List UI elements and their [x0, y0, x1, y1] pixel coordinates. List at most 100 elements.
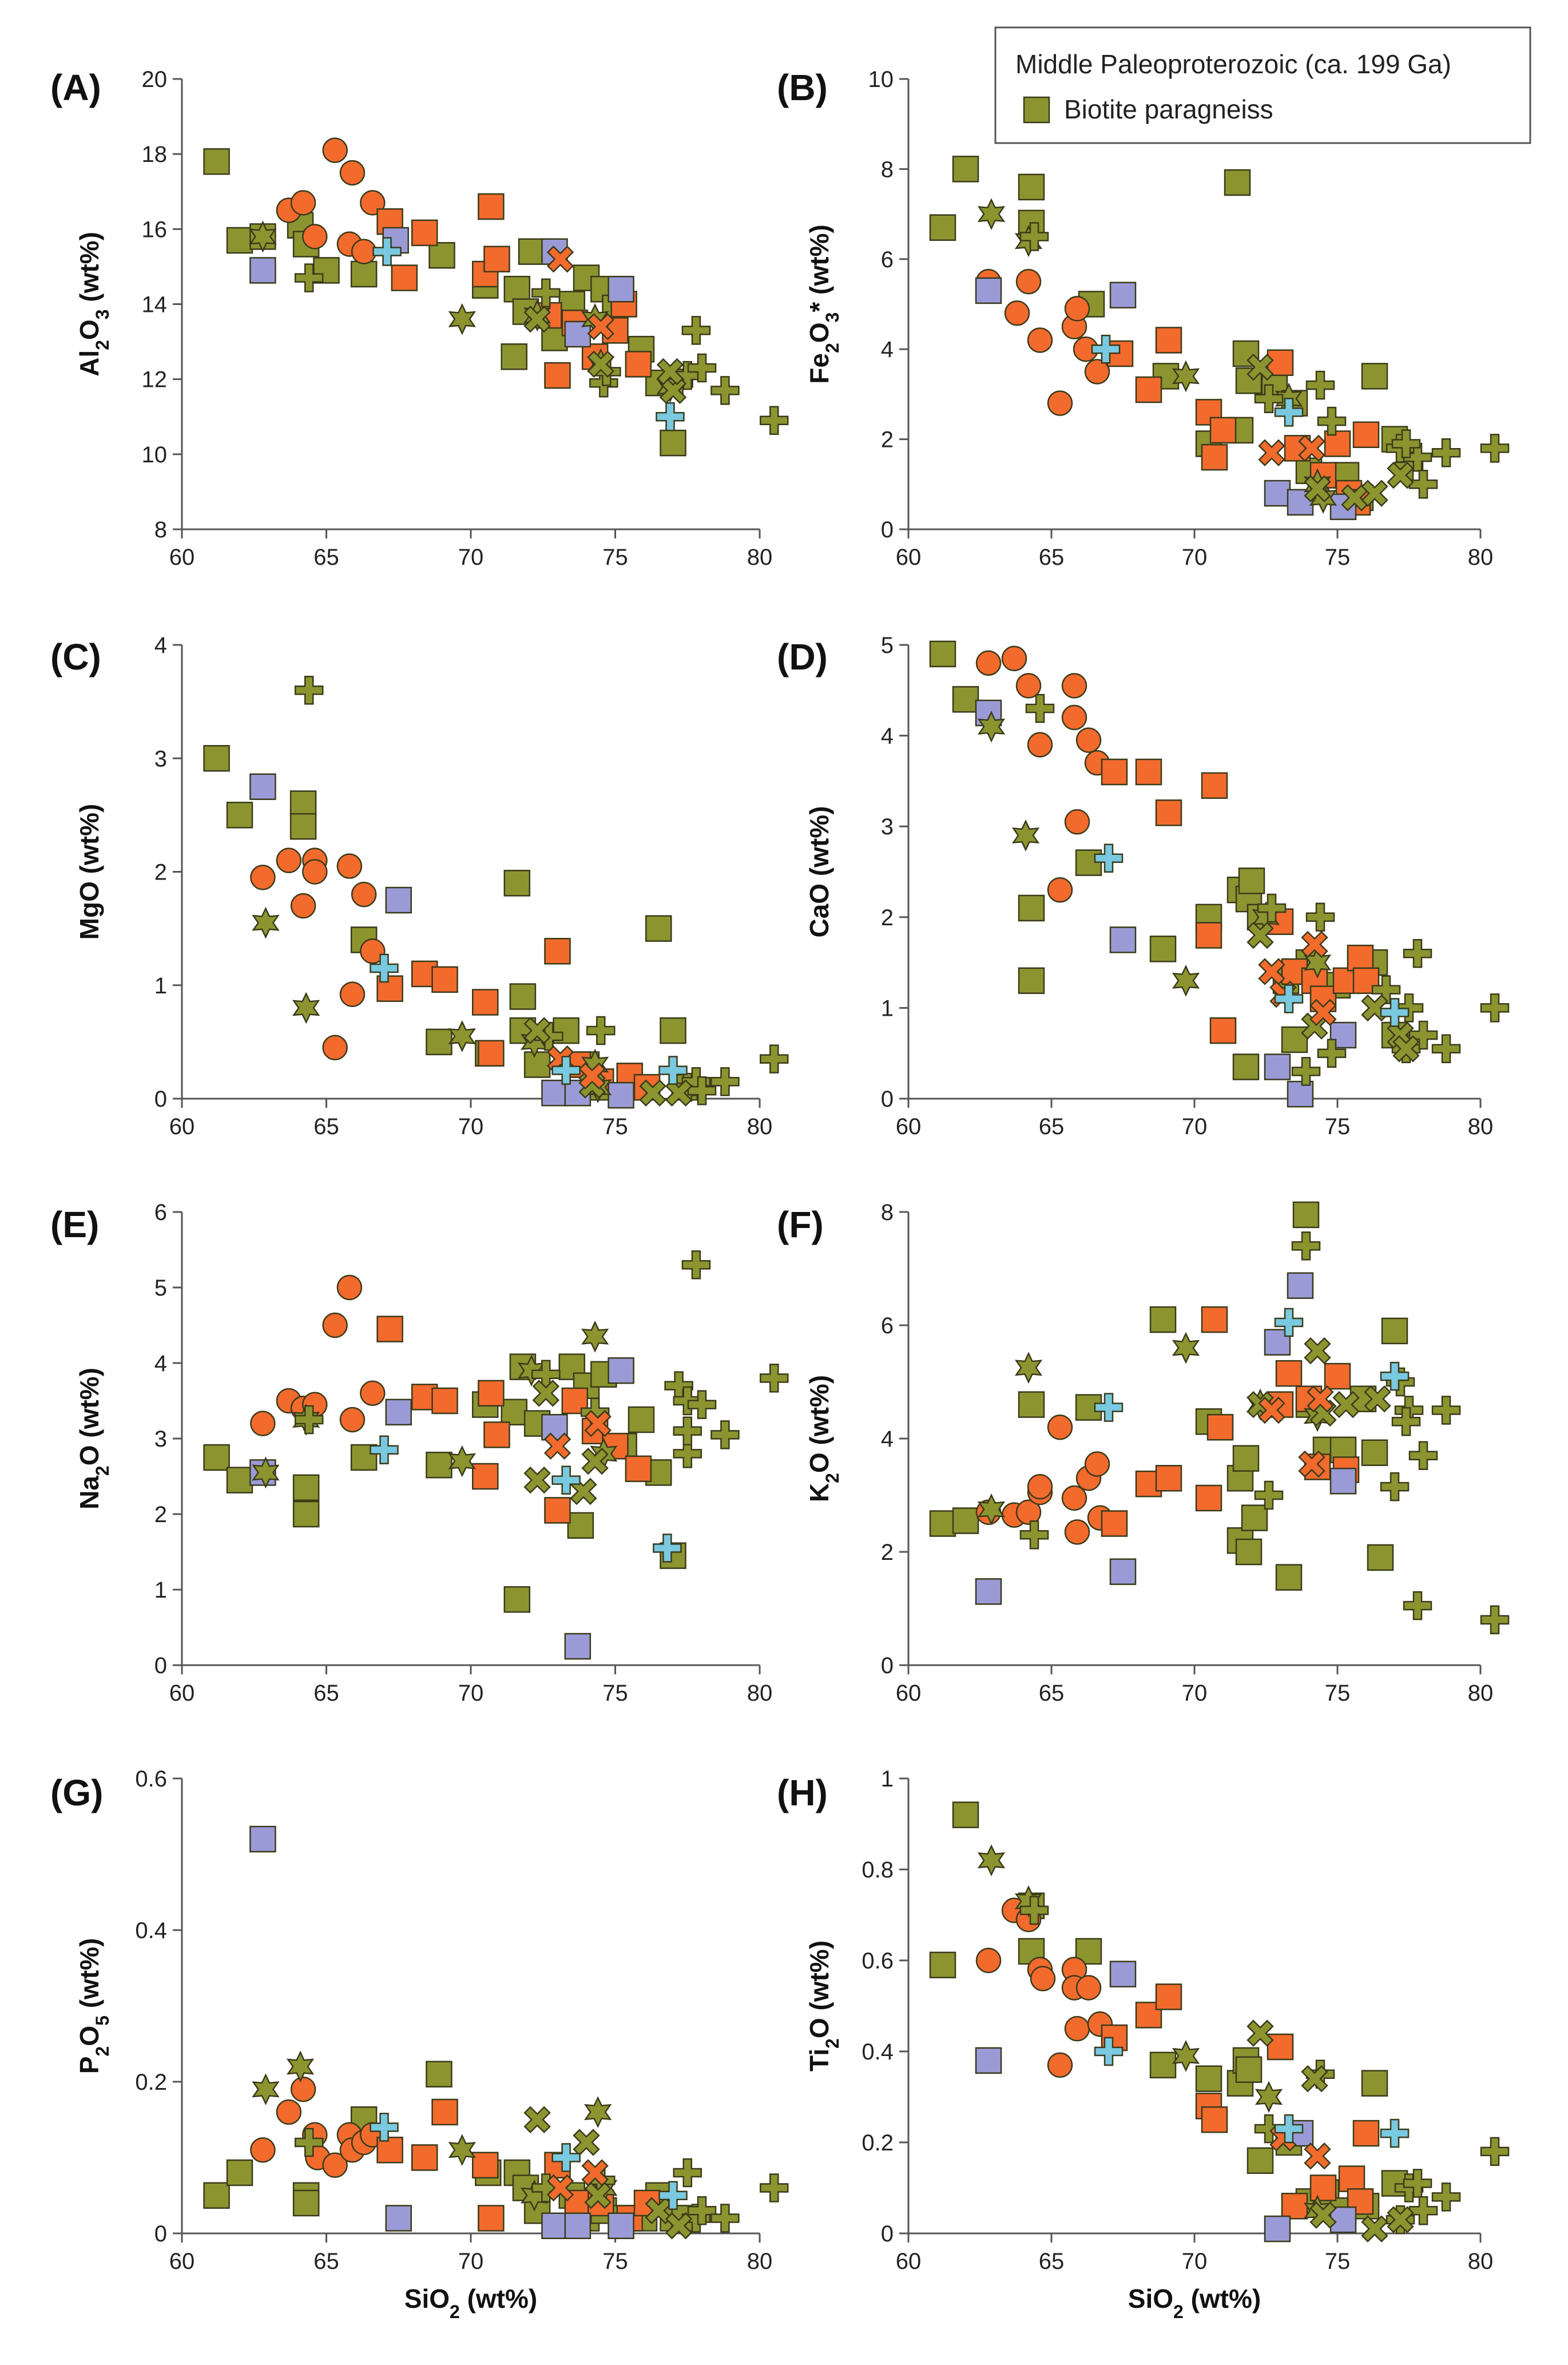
label-part: SiO: [404, 2284, 450, 2313]
marker-star: [1014, 1885, 1043, 1918]
marker-cross: [532, 1380, 559, 1407]
marker-square: [411, 2144, 438, 2171]
marker-square: [391, 264, 418, 291]
panel-label: (B): [777, 67, 828, 108]
y-axis-label: Ti2O (wt%): [804, 1940, 843, 2071]
label-part: O (wt%): [804, 1375, 834, 1473]
marker-plus: [1094, 1393, 1124, 1422]
label-part: 2: [822, 2038, 843, 2049]
marker-circle: [360, 938, 386, 964]
marker-square: [952, 1801, 979, 1828]
marker-square: [1347, 944, 1374, 972]
marker-star: [252, 2073, 280, 2106]
marker-plus: [760, 1044, 789, 1073]
marker-plus: [1480, 1605, 1510, 1635]
x-tick-label: 65: [1039, 2249, 1065, 2274]
y-tick-label: 3: [154, 1427, 167, 1452]
marker-square: [628, 1406, 655, 1433]
y-tick-label: 2: [154, 1502, 167, 1527]
marker-circle: [336, 853, 363, 879]
marker-square: [1232, 340, 1260, 367]
marker-square: [503, 276, 531, 303]
marker-square: [1235, 2056, 1263, 2083]
marker-square: [1195, 922, 1222, 949]
marker-circle: [339, 160, 366, 186]
x-tick-label: 65: [313, 2249, 339, 2274]
y-tick-label: 0: [881, 1653, 894, 1678]
marker-square: [1201, 1306, 1228, 1333]
marker-square: [929, 640, 956, 668]
marker-circle: [322, 137, 348, 163]
marker-square: [1018, 1391, 1045, 1418]
marker-plus: [551, 1056, 581, 1085]
label-part: 5: [92, 2015, 113, 2026]
x-tick-label: 80: [1468, 1681, 1494, 1706]
marker-square: [350, 260, 378, 288]
marker-square: [249, 1825, 276, 1853]
label-part: MgO (wt%): [74, 804, 104, 940]
y-tick-label: 5: [154, 1275, 167, 1301]
marker-circle: [339, 1407, 366, 1433]
marker-star: [448, 1020, 477, 1052]
marker-square: [385, 1399, 412, 1426]
marker-circle: [1015, 673, 1042, 699]
y-tick-label: 6: [881, 247, 894, 272]
marker-square: [564, 2212, 592, 2239]
marker-star: [252, 1456, 280, 1489]
marker-plus: [1408, 2196, 1438, 2225]
marker-cross: [546, 2174, 574, 2202]
x-tick-label: 80: [747, 2249, 773, 2274]
marker-cross: [1392, 1035, 1420, 1063]
marker-square: [1367, 1544, 1394, 1571]
marker-cross: [645, 2197, 672, 2224]
marker-plus: [1480, 993, 1510, 1023]
marker-plus: [673, 1416, 702, 1446]
x-tick-label: 60: [896, 2249, 922, 2274]
marker-square: [249, 773, 276, 801]
label-part: (wt%): [460, 2284, 537, 2313]
marker-cross: [523, 306, 551, 333]
marker-square: [203, 745, 230, 772]
y-tick-label: 10: [142, 442, 168, 468]
marker-plus: [1274, 1308, 1304, 1337]
marker-circle: [322, 2152, 348, 2178]
y-tick-label: 3: [154, 746, 167, 771]
y-tick-label: 4: [881, 337, 894, 362]
marker-square: [608, 1357, 634, 1384]
x-axis-label: SiO2 (wt%): [404, 2284, 537, 2322]
marker-square: [1275, 1360, 1303, 1387]
marker-square: [501, 1399, 527, 1426]
marker-plus: [760, 406, 789, 435]
x-tick-label: 65: [313, 1114, 339, 1139]
y-tick-label: 12: [142, 367, 168, 393]
marker-square: [1281, 2193, 1308, 2220]
marker-square: [1209, 417, 1237, 444]
marker-square: [544, 938, 571, 965]
y-tick-label: 1: [154, 973, 167, 999]
marker-cross: [1247, 2019, 1274, 2047]
marker-cross: [1298, 434, 1325, 462]
x-tick-label: 80: [1468, 545, 1494, 570]
marker-circle: [322, 1035, 348, 1061]
marker-circle: [1064, 296, 1090, 322]
marker-square: [1232, 1053, 1260, 1080]
marker-star: [977, 1844, 1006, 1877]
label-part: P: [74, 2057, 104, 2074]
marker-square: [1292, 1201, 1320, 1229]
marker-square: [1109, 1960, 1137, 1988]
y-tick-label: 5: [881, 633, 894, 658]
marker-circle: [1030, 1966, 1056, 1992]
marker-square: [1135, 758, 1162, 786]
marker-square: [478, 2205, 505, 2232]
marker-cross: [639, 1079, 666, 1107]
label-part: (wt%): [74, 232, 104, 309]
x-tick-label: 60: [896, 1114, 922, 1139]
marker-circle: [1061, 704, 1087, 731]
marker-circle: [290, 190, 316, 216]
marker-square: [292, 1474, 320, 1502]
marker-square: [625, 351, 652, 378]
panel-label: (F): [777, 1204, 824, 1245]
marker-square: [289, 813, 317, 840]
marker-square: [503, 870, 531, 897]
